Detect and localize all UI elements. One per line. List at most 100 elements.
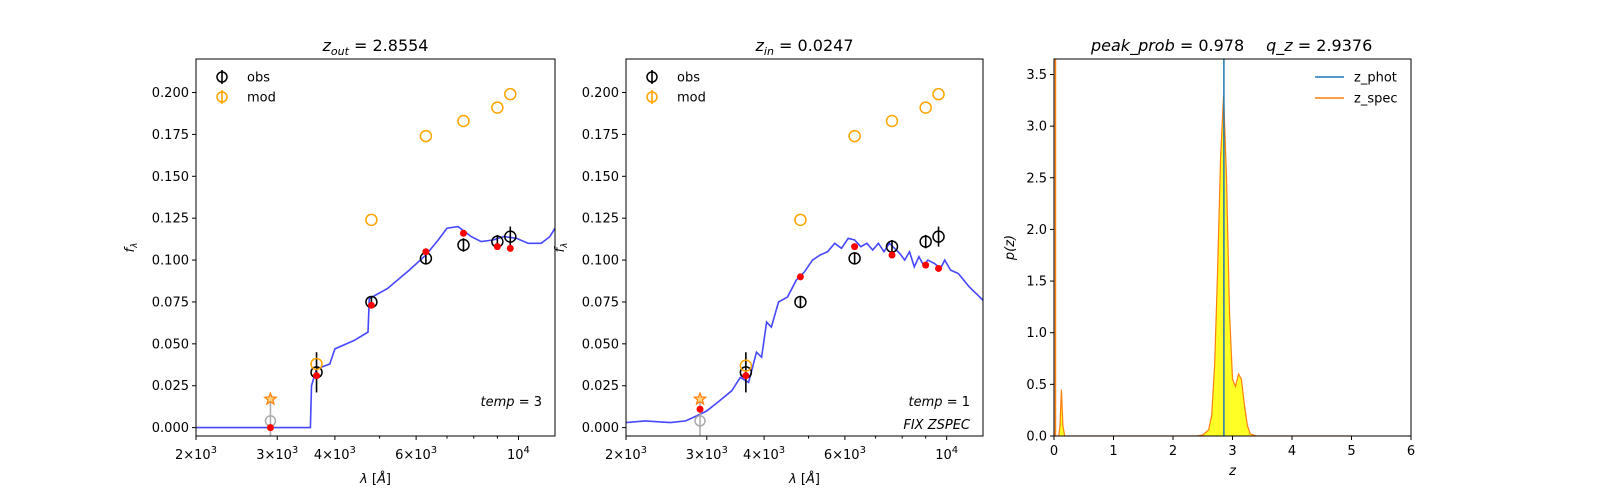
x-tick-mantissa: 2×10 (605, 448, 641, 463)
x-tick-mantissa: 4×10 (314, 448, 350, 463)
axes-frame (195, 58, 556, 437)
title-subscript: out (331, 45, 350, 58)
ylabel-f: f (123, 245, 138, 252)
x-tick-exponent: 3 (860, 445, 866, 456)
xlabel-lambda: λ (788, 472, 797, 487)
x-tick-exponent: 3 (211, 445, 217, 456)
model-flux-dot (459, 229, 467, 237)
model-flux-dot (742, 372, 750, 380)
legend-label-obs: obs (677, 71, 700, 86)
pz-fill (1054, 95, 1352, 436)
x-tick-label: 3×103 (256, 445, 298, 463)
mod-point (932, 87, 945, 101)
mod-point (794, 213, 807, 227)
pz-curve (1054, 95, 1352, 436)
x-tick-mantissa: 3×10 (256, 448, 292, 463)
x-tick-mantissa: 6×10 (824, 448, 860, 463)
y-tick-label: 0.0 (1026, 430, 1047, 445)
title-qz-value: = 2.9376 (1293, 36, 1373, 55)
x-tick-label: 6×103 (824, 445, 866, 463)
y-tick-label: 0.150 (582, 170, 619, 185)
title-subscript: in (764, 45, 774, 58)
sed-panel-2: 0.000 0.025 0.050 0.075 0.100 0.125 0.150 0.175… (553, 36, 984, 487)
mod-point (365, 213, 378, 227)
legend-label-mod: mod (247, 91, 276, 106)
xlabel-lambda: λ (359, 472, 368, 487)
legend-marker (646, 91, 658, 103)
mod-point (885, 114, 899, 128)
y-tick-label: 3.5 (1026, 68, 1047, 83)
x-tick-mantissa: 3×10 (686, 448, 722, 463)
model-flux-dot (493, 243, 501, 251)
xlabel-unit: Å (376, 471, 386, 487)
x-tick-mantissa: 4×10 (743, 448, 779, 463)
annotation-value: = 1 (943, 395, 970, 410)
annotation: FIX ZSPEC (903, 418, 971, 433)
x-tick-label: 4 (1288, 444, 1296, 459)
x-tick-label: 2 (1169, 444, 1177, 459)
y-tick-label: 0.000 (582, 421, 619, 436)
x-tick-mantissa: 10 (935, 448, 952, 463)
mod-point (491, 101, 504, 114)
x-tick-exponent: 3 (641, 445, 647, 456)
model-flux-dot (422, 248, 430, 256)
y-tick-label: 0.100 (152, 254, 189, 269)
annotation-value: = 3 (515, 395, 542, 410)
y-tick-label: 0.075 (582, 295, 619, 310)
xlabel-bracket: [ (797, 472, 806, 487)
x-tick-label: 6 (1407, 444, 1415, 459)
y-tick-label: 0.175 (582, 128, 619, 143)
mod-point (457, 114, 470, 128)
title-peak-prob-value: = 0.978 (1175, 36, 1244, 55)
y-tick-label: 0.025 (582, 379, 619, 394)
title-qz-name: q_z (1266, 36, 1293, 56)
model-flux-dot (888, 251, 896, 259)
x-tick-label: 1 (1109, 444, 1117, 459)
y-tick-label: 0.050 (582, 337, 619, 352)
x-tick-label: 3×103 (686, 445, 728, 463)
xlabel-bracket: [ (368, 472, 377, 487)
mod-point (504, 87, 517, 101)
plot-area (1054, 59, 1352, 436)
model-flux-dot (266, 424, 274, 432)
xlabel-unit: Å (805, 471, 815, 487)
model-flux-dot (851, 243, 859, 251)
star-marker (263, 391, 278, 406)
mod-point (310, 357, 323, 371)
legend-label-z_phot: z_phot (1354, 71, 1397, 86)
x-tick-label: 0 (1050, 444, 1058, 459)
x-tick-label: 104 (935, 445, 958, 463)
y-axis-label: fλ (123, 243, 140, 253)
x-tick-exponent: 3 (350, 445, 356, 456)
xlabel-bracket-close: ] (815, 472, 820, 487)
x-tick-mantissa: 2×10 (175, 448, 211, 463)
obs-point (919, 235, 932, 248)
y-tick-label: 3.0 (1026, 120, 1047, 135)
x-tick-exponent: 4 (524, 445, 530, 456)
obs-point (848, 252, 861, 265)
sed-model-line (196, 225, 555, 429)
x-tick-label: 4×103 (743, 445, 785, 463)
y-tick-label: 0.075 (152, 295, 189, 310)
x-tick-label: 5 (1347, 444, 1355, 459)
plot-area (626, 87, 983, 436)
sed-panel-1: 0.000 0.025 0.050 0.075 0.100 0.125 0.150 0.175… (123, 36, 556, 487)
pz-panel: 0.0 0.5 1.0 1.5 2.0 2.5 3.0 3.5 0 1 2 3 4 5 6 peak_prob… (1003, 36, 1415, 479)
obs-point (794, 295, 807, 309)
model-flux-dot (367, 301, 375, 309)
xlabel-bracket-close: ] (386, 472, 391, 487)
obs-point (457, 238, 470, 252)
y-tick-label: 0.000 (152, 421, 189, 436)
panel-title: zout = 2.8554 (322, 36, 429, 58)
model-flux-dot (935, 264, 943, 272)
mod-point (848, 129, 861, 143)
x-tick-mantissa: 6×10 (395, 448, 431, 463)
x-tick-exponent: 3 (292, 445, 298, 456)
x-tick-label: 2×103 (175, 445, 217, 463)
plot-area (196, 87, 555, 436)
mod-point (919, 101, 932, 114)
x-tick-label: 4×103 (314, 445, 356, 463)
title-variable: z (322, 36, 332, 55)
legend-label-mod: mod (677, 91, 706, 106)
